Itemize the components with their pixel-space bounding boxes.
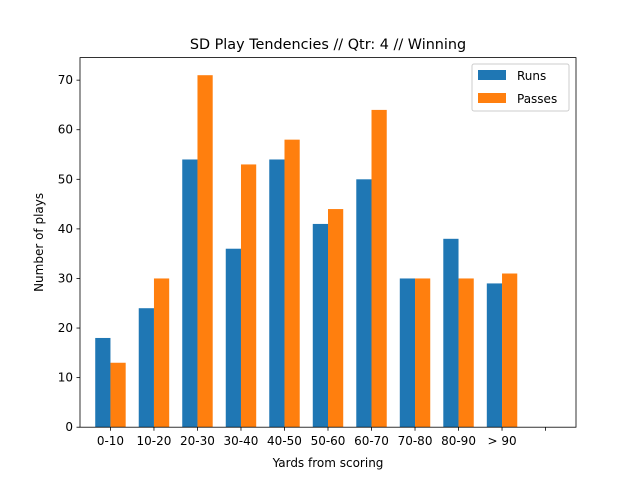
legend: Runs Passes — [471, 63, 570, 112]
legend-label-runs: Runs — [517, 69, 546, 83]
x-tick-label: 20-30 — [180, 434, 215, 448]
bar-passes-9 — [502, 273, 518, 428]
legend-swatch-runs — [478, 70, 506, 80]
y-tick-label: 50 — [58, 172, 73, 186]
bar-runs-6 — [356, 179, 372, 428]
bar-runs-9 — [486, 283, 503, 428]
x-axis-label: Yards from scoring — [272, 456, 384, 470]
y-tick-label: 0 — [65, 420, 73, 434]
y-tick-label: 20 — [58, 321, 73, 335]
bar-runs-5 — [312, 223, 328, 428]
bar-passes-6 — [371, 109, 387, 428]
y-axis-label: Number of plays — [32, 193, 46, 292]
bar-runs-2 — [182, 159, 198, 428]
legend-label-passes: Passes — [517, 92, 557, 106]
bar-runs-7 — [399, 278, 416, 428]
x-tick-label: 80-90 — [441, 434, 476, 448]
bar-passes-4 — [284, 139, 300, 428]
x-tick-label: > 90 — [487, 434, 516, 448]
bar-passes-0 — [110, 362, 126, 428]
x-tick-label: 30-40 — [224, 434, 259, 448]
y-tick-label: 40 — [58, 222, 73, 236]
x-tick-label: 50-60 — [311, 434, 346, 448]
bars-group — [95, 75, 518, 428]
x-axis: 0-10 10-20 20-30 30-40 40-50 50-60 60-70 70-80 8… — [97, 427, 546, 448]
legend-swatch-passes — [478, 93, 506, 103]
y-tick-label: 70 — [58, 73, 73, 87]
y-axis: 0 10 20 30 40 50 60 70 — [58, 73, 80, 434]
bar-passes-1 — [153, 278, 170, 428]
x-tick-label: 10-20 — [137, 434, 172, 448]
x-tick-label: 0-10 — [97, 434, 124, 448]
x-tick-label: 60-70 — [354, 434, 389, 448]
bar-runs-8 — [443, 238, 459, 428]
bar-runs-1 — [138, 308, 154, 428]
bar-passes-7 — [415, 278, 431, 428]
bar-passes-3 — [240, 164, 257, 428]
y-tick-label: 30 — [58, 271, 73, 285]
bar-runs-0 — [95, 337, 111, 428]
x-tick-label: 70-80 — [398, 434, 433, 448]
bar-runs-3 — [225, 248, 241, 428]
plot-frame — [79, 57, 577, 428]
y-tick-label: 60 — [58, 123, 73, 137]
y-tick-label: 10 — [58, 371, 73, 385]
bar-passes-8 — [458, 278, 474, 428]
bar-runs-4 — [269, 159, 285, 428]
bar-passes-5 — [328, 209, 344, 428]
bar-passes-2 — [197, 75, 213, 428]
x-tick-label: 40-50 — [267, 434, 302, 448]
chart-title: SD Play Tendencies // Qtr: 4 // Winning — [190, 37, 466, 53]
